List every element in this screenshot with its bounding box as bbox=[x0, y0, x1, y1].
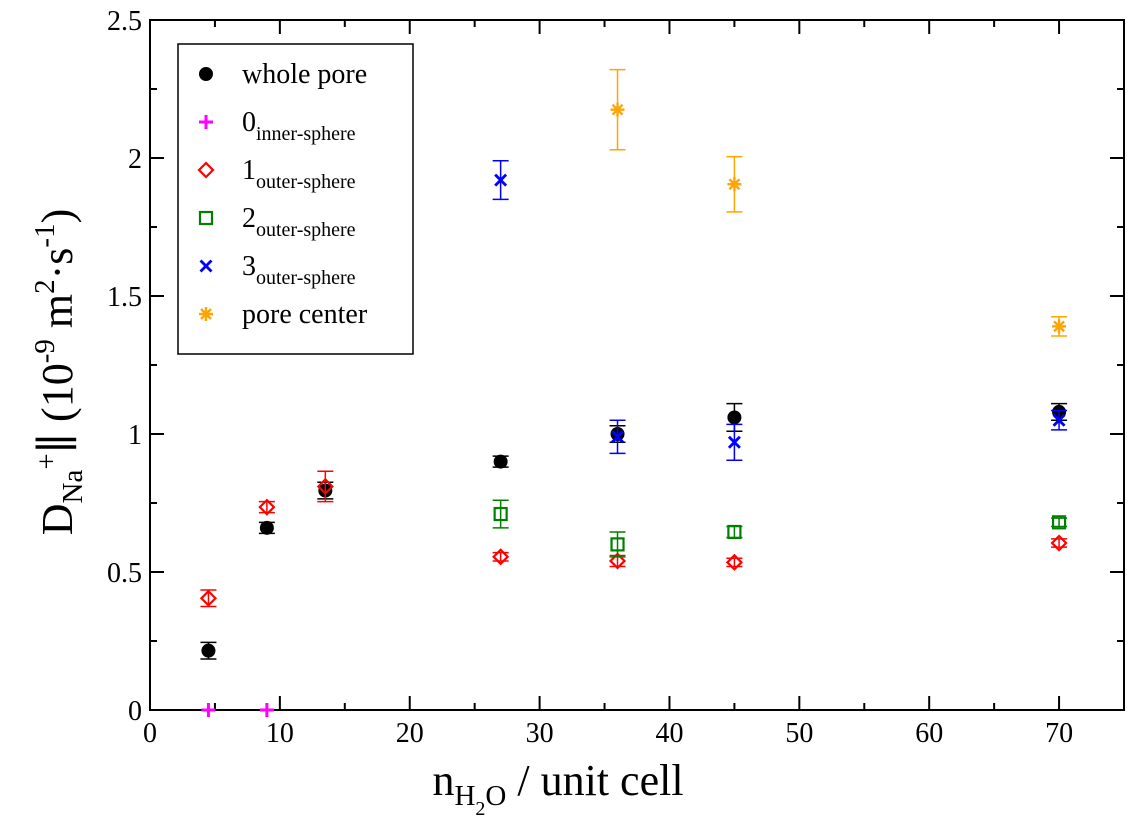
legend-marker bbox=[198, 210, 214, 226]
legend-marker bbox=[197, 161, 215, 179]
legend-label: 1outer-sphere bbox=[242, 155, 356, 193]
y-tick-label: 0.5 bbox=[107, 558, 142, 589]
legend-item: 0inner-sphere bbox=[199, 107, 356, 145]
x-label-sub3: O bbox=[485, 780, 506, 812]
data-point bbox=[199, 589, 217, 607]
data-point bbox=[259, 520, 274, 535]
x-label-sub2: 2 bbox=[475, 798, 485, 820]
y-label-sub: Na bbox=[57, 470, 89, 504]
x-tick-label: 50 bbox=[785, 718, 813, 749]
series-1 bbox=[201, 703, 274, 717]
y-label-sup: + bbox=[31, 453, 63, 469]
legend-label: 3outer-sphere bbox=[242, 251, 356, 289]
legend-label: whole pore bbox=[242, 59, 367, 90]
y-label-open: (10 bbox=[33, 363, 82, 433]
y-tick-label: 1.5 bbox=[107, 282, 142, 313]
data-point bbox=[1052, 413, 1066, 427]
series-2 bbox=[199, 470, 1068, 608]
data-point bbox=[608, 552, 627, 570]
legend-marker bbox=[199, 67, 213, 81]
x-tick-label: 60 bbox=[915, 718, 943, 749]
x-tick-label: 20 bbox=[396, 718, 424, 749]
data-point bbox=[727, 410, 742, 425]
data-point bbox=[493, 454, 508, 469]
x-label-main: n bbox=[432, 756, 454, 805]
y-label-main: D bbox=[33, 503, 82, 535]
data-point bbox=[611, 430, 625, 444]
data-point bbox=[610, 102, 625, 117]
series-3 bbox=[492, 499, 1068, 558]
y-label-exp: -9 bbox=[29, 339, 61, 363]
x-tick-label: 70 bbox=[1045, 718, 1073, 749]
y-tick-label: 1 bbox=[128, 420, 142, 451]
legend-label: 0inner-sphere bbox=[242, 107, 356, 145]
series-0 bbox=[200, 402, 1068, 660]
legend-item: 2outer-sphere bbox=[198, 203, 356, 241]
x-axis-label: nH2O / unit cell bbox=[432, 756, 683, 820]
error-bar bbox=[317, 470, 334, 503]
y-label-s-exp: -1 bbox=[29, 223, 61, 247]
legend-item: pore center bbox=[199, 299, 368, 330]
error-bar bbox=[492, 499, 509, 529]
data-point bbox=[259, 703, 274, 717]
x-tick-label: 10 bbox=[266, 718, 294, 749]
series-5 bbox=[609, 68, 1068, 337]
x-label-rest: / unit cell bbox=[506, 756, 683, 805]
legend-box bbox=[177, 43, 414, 355]
x-tick-label: 40 bbox=[655, 718, 683, 749]
x-tick-label: 0 bbox=[143, 718, 157, 749]
legend-marker bbox=[199, 307, 213, 321]
data-point bbox=[258, 498, 276, 516]
data-point bbox=[494, 173, 508, 187]
y-tick-label: 0 bbox=[128, 696, 142, 727]
y-label-m: m bbox=[33, 294, 82, 339]
data-marks bbox=[199, 68, 1068, 717]
data-point bbox=[492, 548, 510, 566]
legend-item: 1outer-sphere bbox=[197, 155, 356, 193]
legend-item: whole pore bbox=[199, 59, 367, 90]
y-label-bar: ∥ bbox=[33, 433, 82, 453]
data-point bbox=[316, 477, 334, 495]
data-point bbox=[1051, 515, 1067, 530]
y-tick-label: 2 bbox=[128, 144, 142, 175]
x-label-sub: H bbox=[454, 780, 475, 812]
legend: whole pore 0inner-sphere 1outer-sphere 2out… bbox=[177, 43, 414, 355]
series-4 bbox=[492, 160, 1068, 461]
axis-ticks: 0 10 20 30 40 50 60 70 0 0.5 1 1.5 2 2.5 bbox=[107, 6, 1124, 749]
y-label-m-exp: 2 bbox=[29, 279, 61, 294]
y-tick-label: 2.5 bbox=[107, 6, 142, 37]
data-point bbox=[727, 524, 742, 540]
error-bar bbox=[1051, 538, 1068, 548]
data-point bbox=[1052, 319, 1067, 334]
legend-label: pore center bbox=[242, 299, 368, 330]
y-label-dot: ·s bbox=[33, 248, 82, 280]
data-point bbox=[1050, 534, 1068, 552]
legend-label: 2outer-sphere bbox=[242, 203, 356, 241]
error-bar bbox=[726, 557, 743, 568]
legend-item: 3outer-sphere bbox=[199, 251, 356, 289]
data-point bbox=[727, 435, 741, 449]
x-tick-label: 30 bbox=[526, 718, 554, 749]
error-bar bbox=[492, 551, 509, 562]
data-point bbox=[727, 177, 742, 192]
data-point bbox=[201, 703, 216, 717]
data-point bbox=[201, 643, 216, 658]
data-point bbox=[610, 537, 625, 552]
y-axis-label: DNa+∥ (10-9 m2·s-1) bbox=[29, 209, 89, 535]
legend-marker bbox=[199, 115, 213, 129]
data-point bbox=[493, 506, 508, 522]
data-point bbox=[725, 553, 743, 571]
y-label-close: ) bbox=[33, 209, 82, 224]
legend-marker bbox=[199, 259, 213, 273]
error-bar bbox=[609, 531, 626, 558]
